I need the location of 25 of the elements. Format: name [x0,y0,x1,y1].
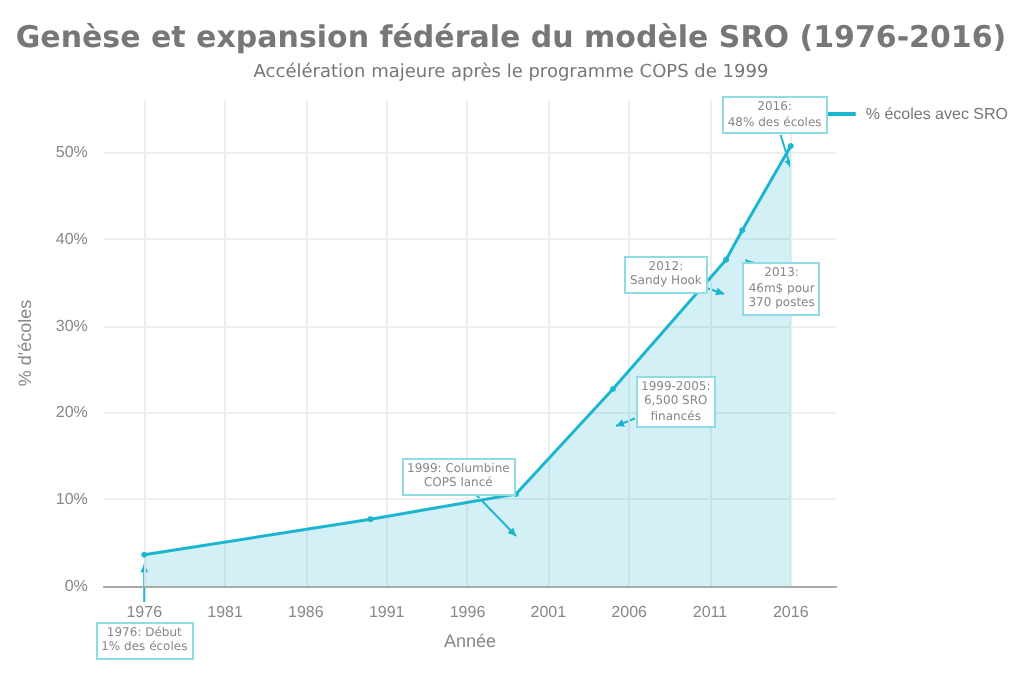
x-tick-label: 2016 [772,603,810,621]
y-tick-label: 0% [64,577,88,595]
point [723,256,730,263]
point [367,516,374,523]
x-tick-label: 1991 [368,603,406,621]
point [141,551,148,558]
point [739,227,746,234]
x-tick-label: 1981 [207,603,244,621]
x-tick-label: 2011 [692,603,729,621]
y-tick-label: 20% [55,403,88,422]
x-tick-label: 2001 [530,603,568,621]
x-tick-label: 1996 [449,603,487,621]
point [787,143,794,149]
x-tick-label: 2006 [611,603,649,621]
y-tick-label: 30% [55,316,88,335]
chart-subtitle: Accélération majeure après le programme COPS de 1999 [253,61,769,83]
y-tick-label: 10% [55,490,88,509]
y-axis-title: % d'écoles [15,298,35,387]
legend-label: % écoles avec SRO [865,105,1008,123]
y-tick-label: 40% [55,229,88,248]
x-tick-label: 1986 [288,603,325,621]
y-tick-label: 50% [55,143,88,162]
x-axis-title: Année [443,630,496,651]
chart-title: Genèse et expansion fédérale du modèle SRO (1976-2016) [15,19,1007,55]
x-tick-label: 1976 [126,603,164,621]
